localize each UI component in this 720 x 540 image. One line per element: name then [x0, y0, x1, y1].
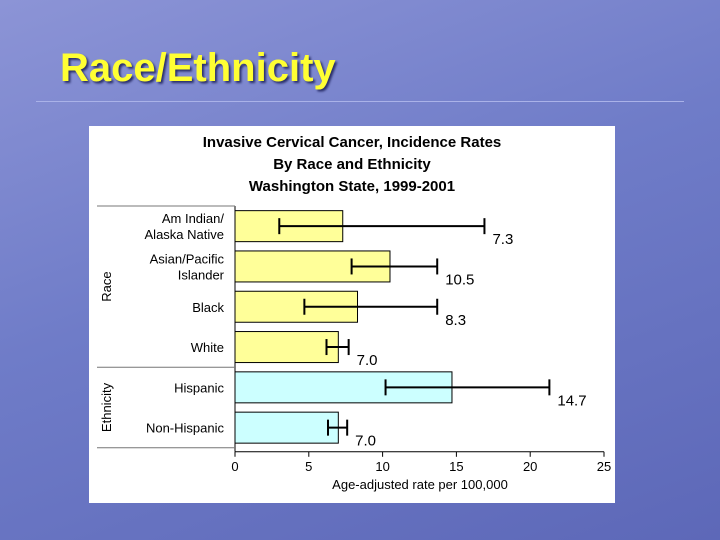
x-axis-label: Age-adjusted rate per 100,000: [332, 477, 508, 492]
category-label-hispanic: Hispanic: [174, 380, 224, 395]
x-tick-label: 10: [375, 459, 389, 474]
x-tick-label: 25: [597, 459, 611, 474]
value-label-black: 8.3: [445, 312, 466, 329]
chart-title-line-3: Washington State, 1999-2001: [249, 178, 455, 195]
category-label-black: Black: [192, 300, 224, 315]
category-label-asian-pacific-islander: Asian/Pacific: [150, 251, 225, 266]
category-label-asian-pacific-islander: Islander: [178, 267, 225, 282]
x-tick-label: 20: [523, 459, 537, 474]
x-tick-label: 0: [231, 459, 238, 474]
bar-non-hispanic: [234, 411, 339, 444]
value-label-am-indian-alaska-native: 7.3: [492, 231, 513, 248]
chart-panel: Invasive Cervical Cancer, Incidence Rate…: [89, 126, 615, 503]
group-label-race: Race: [99, 271, 114, 301]
category-label-non-hispanic: Non-Hispanic: [146, 421, 225, 436]
chart-title-line-2: By Race and Ethnicity: [273, 156, 431, 173]
slide-title: Race/Ethnicity: [60, 46, 336, 90]
x-tick-label: 5: [305, 459, 312, 474]
value-label-asian-pacific-islander: 10.5: [445, 271, 474, 288]
value-label-non-hispanic: 7.0: [355, 433, 376, 450]
value-label-white: 7.0: [357, 352, 378, 369]
chart-title-line-1: Invasive Cervical Cancer, Incidence Rate…: [203, 134, 502, 151]
group-label-ethnicity: Ethnicity: [99, 382, 114, 432]
bar-chart: Invasive Cervical Cancer, Incidence Rate…: [97, 134, 611, 492]
x-tick-label: 15: [449, 459, 463, 474]
category-label-am-indian-alaska-native: Am Indian/: [162, 211, 225, 226]
title-divider: [36, 101, 684, 102]
value-label-hispanic: 14.7: [557, 392, 586, 409]
bar-white: [234, 331, 339, 364]
category-label-am-indian-alaska-native: Alaska Native: [145, 227, 224, 242]
category-label-white: White: [191, 340, 224, 355]
